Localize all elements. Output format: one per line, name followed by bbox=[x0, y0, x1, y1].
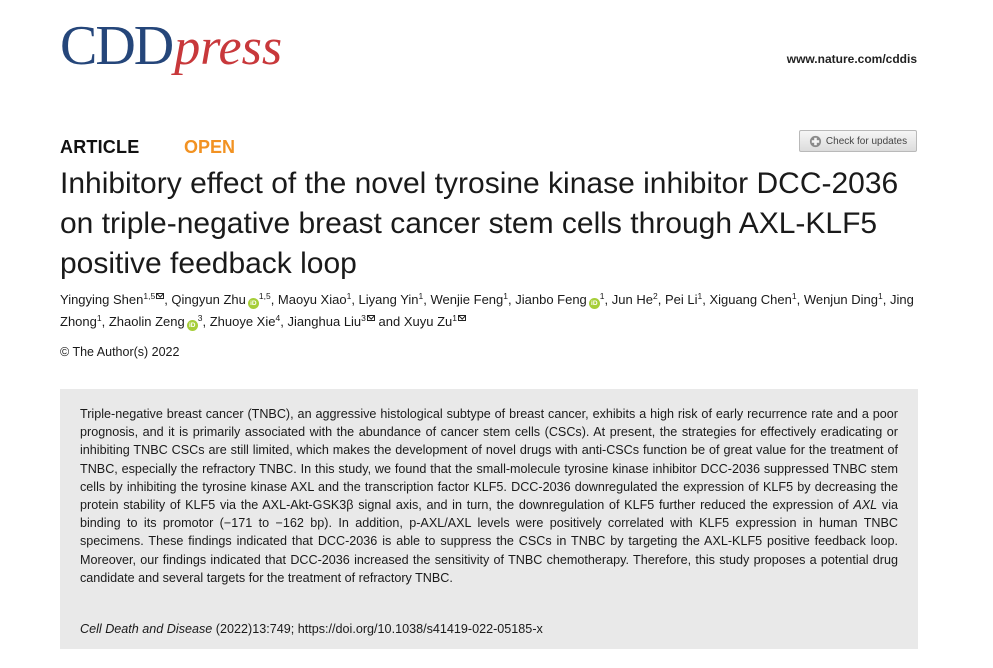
citation-separator: ; bbox=[290, 622, 298, 636]
author-item: Wenjie Feng1 bbox=[431, 292, 508, 307]
citation-doi-link[interactable]: https://doi.org/10.1038/s41419-022-05185… bbox=[297, 622, 543, 636]
authors-and: and bbox=[378, 314, 401, 329]
abstract-box: Triple-negative breast cancer (TNBC), an… bbox=[60, 389, 918, 649]
citation-ref: (2022)13:749 bbox=[212, 622, 291, 636]
author-item: Liyang Yin1 bbox=[359, 292, 424, 307]
abstract-text: Triple-negative breast cancer (TNBC), an… bbox=[80, 405, 898, 587]
author-name[interactable]: Liyang Yin bbox=[358, 292, 419, 307]
logo-cdd-text: CDD bbox=[60, 15, 174, 77]
orcid-icon[interactable]: iD bbox=[588, 298, 600, 309]
author-list: Yingying Shen1,5, Qingyun Zhu iD1,5, Maoy… bbox=[60, 291, 914, 331]
author-affiliation: 1 bbox=[697, 291, 703, 301]
author-name[interactable]: Jing Zhong bbox=[60, 292, 914, 329]
author-item: Xiguang Chen1 bbox=[709, 292, 796, 307]
check-for-updates-button[interactable]: Check for updates bbox=[799, 130, 917, 152]
author-name[interactable]: Jianbo Feng bbox=[515, 292, 587, 307]
author-name[interactable]: Maoyu Xiao bbox=[277, 292, 347, 307]
author-item: Maoyu Xiao1 bbox=[278, 292, 351, 307]
abstract-part-1: Triple-negative breast cancer (TNBC), an… bbox=[80, 407, 898, 513]
author-name[interactable]: Qingyun Zhu bbox=[171, 292, 246, 307]
author-item: Qingyun Zhu iD1,5 bbox=[171, 291, 271, 309]
email-icon[interactable] bbox=[458, 315, 467, 321]
author-affiliation: 1 bbox=[418, 291, 424, 301]
author-item: Zhuoye Xie4 bbox=[210, 314, 281, 329]
author-item: Pei Li1 bbox=[665, 292, 702, 307]
copyright-notice: © The Author(s) 2022 bbox=[60, 345, 180, 359]
author-item: Jing Zhong1 bbox=[60, 292, 914, 329]
crossmark-icon bbox=[809, 135, 821, 147]
author-affiliation: 1 bbox=[503, 291, 508, 301]
author-item: Jun He2 bbox=[612, 292, 658, 307]
author-affiliation: 1 bbox=[599, 291, 605, 301]
author-name[interactable]: Pei Li bbox=[664, 292, 698, 307]
author-affiliation: 1 bbox=[878, 291, 883, 301]
author-name[interactable]: Wenjie Feng bbox=[430, 292, 504, 307]
author-name[interactable]: Xiguang Chen bbox=[709, 292, 792, 307]
author-name[interactable]: Jun He bbox=[611, 292, 653, 307]
author-item: Wenjun Ding1 bbox=[804, 292, 883, 307]
author-affiliation: 1 bbox=[96, 313, 102, 323]
author-name[interactable]: Yingying Shen bbox=[60, 292, 144, 307]
article-type-label: ARTICLE bbox=[60, 137, 140, 157]
author-item: Xuyu Zu1 bbox=[403, 313, 467, 329]
open-access-label: OPEN bbox=[184, 137, 236, 157]
author-affiliation: 1 bbox=[791, 291, 797, 301]
cdd-press-logo: CDD press bbox=[60, 18, 282, 88]
article-title: Inhibitory effect of the novel tyrosine … bbox=[60, 167, 899, 280]
email-icon[interactable] bbox=[366, 315, 375, 321]
abstract-gene-name: AXL bbox=[853, 498, 878, 513]
email-icon[interactable] bbox=[156, 293, 165, 299]
abstract-part-2: via binding to its promotor (−171 to −16… bbox=[80, 498, 898, 585]
author-name[interactable]: Jianghua Liu bbox=[287, 314, 362, 329]
check-for-updates-label: Check for updates bbox=[825, 135, 908, 147]
author-name[interactable]: Xuyu Zu bbox=[403, 314, 453, 329]
author-affiliation: 3 bbox=[361, 313, 366, 323]
author-affiliation: 4 bbox=[275, 313, 281, 323]
author-affiliation: 1 bbox=[452, 313, 458, 323]
author-name[interactable]: Zhaolin Zeng bbox=[108, 314, 185, 329]
author-item: Zhaolin Zeng iD3 bbox=[108, 313, 203, 331]
orcid-icon[interactable]: iD bbox=[186, 320, 198, 331]
author-affiliation: 1,5 bbox=[143, 291, 156, 301]
author-affiliation: 1 bbox=[346, 291, 352, 301]
author-affiliation: 2 bbox=[652, 291, 658, 301]
author-name[interactable]: Zhuoye Xie bbox=[209, 314, 276, 329]
citation-line: Cell Death and Disease (2022)13:749; htt… bbox=[80, 622, 543, 636]
orcid-icon[interactable]: iD bbox=[247, 298, 259, 309]
author-item: Jianbo Feng iD1 bbox=[515, 291, 605, 309]
author-affiliation: 3 bbox=[197, 313, 203, 323]
logo-press-text: press bbox=[174, 19, 283, 76]
journal-url-link[interactable]: www.nature.com/cddis bbox=[786, 52, 917, 66]
citation-journal: Cell Death and Disease bbox=[80, 622, 213, 636]
author-item: Yingying Shen1,5 bbox=[60, 291, 165, 307]
author-name[interactable]: Wenjun Ding bbox=[803, 292, 879, 307]
author-affiliation: 1,5 bbox=[258, 291, 271, 301]
author-item: Jianghua Liu3 bbox=[287, 313, 375, 329]
